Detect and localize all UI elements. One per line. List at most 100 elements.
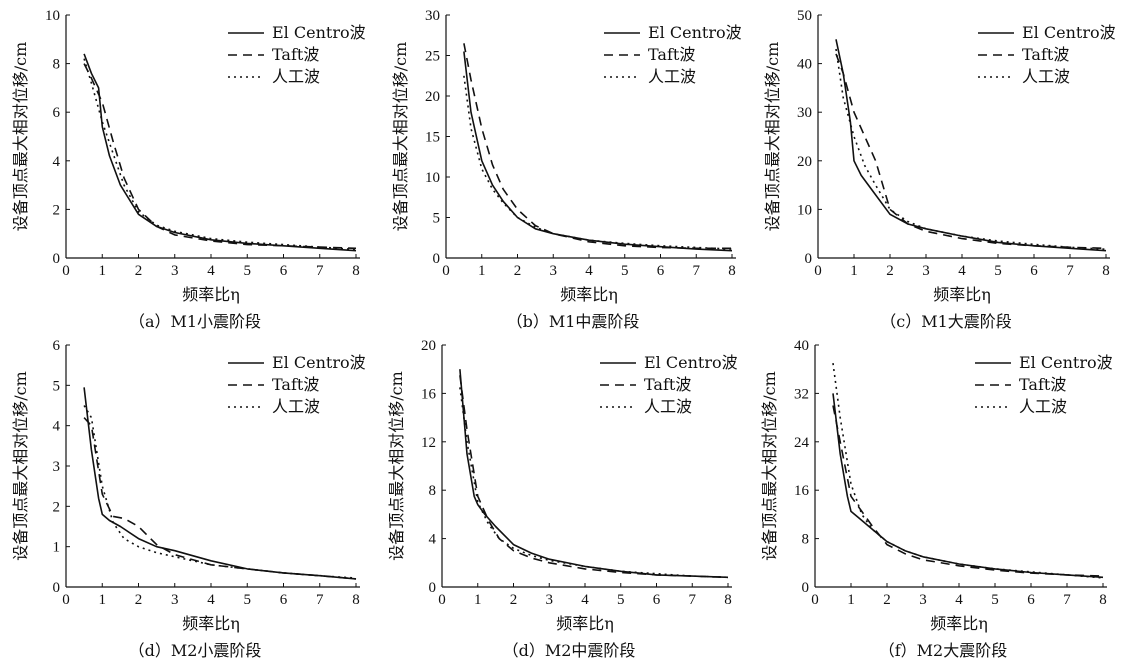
legend-label-3: 人工波 — [1022, 67, 1070, 86]
legend-label-3: 人工波 — [644, 397, 692, 416]
y-tick-label: 20 — [425, 89, 440, 105]
x-axis-label: 频率比η — [933, 285, 991, 304]
legend-label-1: El Centro波 — [644, 353, 738, 372]
y-axis-label: 设备顶点最大相对位移/cm — [760, 371, 779, 561]
x-tick-label: 8 — [352, 263, 360, 279]
x-tick-label: 1 — [850, 263, 858, 279]
y-tick-label: 0 — [805, 251, 813, 267]
y-tick-label: 10 — [797, 202, 812, 218]
x-tick-label: 5 — [994, 263, 1002, 279]
x-tick-label: 3 — [171, 263, 179, 279]
panel-caption: （b）M1中震阶段 — [507, 312, 640, 331]
y-tick-label: 16 — [794, 483, 810, 499]
x-tick-label: 2 — [886, 263, 894, 279]
y-axis-label: 设备顶点最大相对位移/cm — [763, 42, 782, 232]
y-tick-label: 0 — [53, 580, 61, 596]
x-tick-label: 8 — [728, 263, 736, 279]
x-tick-label: 5 — [244, 263, 252, 279]
x-tick-label: 3 — [550, 263, 558, 279]
x-tick-label: 0 — [814, 263, 822, 279]
series-line-2 — [832, 405, 1104, 577]
y-tick-label: 8 — [53, 57, 61, 73]
legend-label-1: El Centro波 — [1019, 353, 1113, 372]
x-tick-label: 0 — [62, 592, 70, 608]
x-tick-label: 5 — [991, 592, 999, 608]
legend-label-2: Taft波 — [272, 45, 319, 64]
y-tick-label: 20 — [797, 154, 812, 170]
y-tick-label: 5 — [53, 378, 61, 394]
series-line-1 — [459, 369, 729, 579]
y-tick-label: 6 — [53, 105, 61, 121]
chart-panel-2: 0 1 2 3 4 5 6 7 8 0 5 10 15 20 25 30 设备顶点最大相对位移/cm 频率比η （b… — [391, 8, 742, 331]
y-tick-label: 10 — [45, 8, 60, 24]
chart-panel-4: 0 1 2 3 4 5 6 7 8 0 1 2 3 4 5 6 设备顶点最大相对位移/cm 频率比η （d）M2小震… — [11, 338, 366, 660]
x-axis-label: 频率比η — [560, 285, 618, 304]
x-tick-label: 4 — [207, 592, 215, 608]
x-tick-label: 3 — [546, 592, 554, 608]
x-tick-label: 1 — [478, 263, 486, 279]
x-tick-label: 6 — [280, 592, 288, 608]
x-tick-label: 7 — [693, 263, 701, 279]
y-tick-label: 24 — [794, 435, 810, 451]
y-tick-label: 20 — [421, 338, 436, 354]
legend-label-2: Taft波 — [648, 45, 695, 64]
x-tick-label: 6 — [280, 263, 288, 279]
panel-caption: （c）M1大震阶段 — [880, 312, 1012, 331]
legend-label-2: Taft波 — [644, 375, 691, 394]
series-line-3 — [463, 75, 733, 250]
series-line-1 — [835, 39, 1107, 252]
series-line-1 — [83, 387, 357, 580]
y-tick-label: 4 — [429, 532, 437, 548]
series-line-2 — [459, 375, 729, 579]
y-tick-label: 0 — [429, 580, 437, 596]
x-tick-label: 4 — [207, 263, 215, 279]
legend-label-3: 人工波 — [1019, 397, 1067, 416]
legend-label-1: El Centro波 — [272, 23, 366, 42]
series-line-1 — [832, 393, 1104, 579]
series-line-3 — [83, 405, 357, 579]
x-tick-label: 2 — [510, 592, 518, 608]
y-tick-label: 16 — [421, 386, 437, 402]
chart-panel-1: 0 1 2 3 4 5 6 7 8 0 2 4 6 8 10 设备顶点最大相对位移/cm 频率比η （a）M1小震… — [11, 8, 366, 331]
y-tick-label: 25 — [425, 49, 440, 65]
y-tick-label: 1 — [53, 540, 61, 556]
y-axis-label: 设备顶点最大相对位移/cm — [391, 42, 410, 232]
y-axis-label: 设备顶点最大相对位移/cm — [11, 371, 30, 561]
x-tick-label: 4 — [958, 263, 966, 279]
chart-panel-6: 0 1 2 3 4 5 6 7 8 0 8 16 24 32 40 设备顶点最大相对位移/cm 频率比η （f）M… — [760, 338, 1113, 660]
series-line-2 — [835, 53, 1107, 250]
legend-label-1: El Centro波 — [1022, 23, 1116, 42]
y-tick-label: 50 — [797, 8, 812, 24]
y-tick-label: 15 — [425, 130, 440, 146]
x-tick-label: 6 — [1027, 592, 1035, 608]
y-tick-label: 2 — [53, 202, 61, 218]
x-tick-label: 2 — [514, 263, 522, 279]
x-tick-label: 5 — [244, 592, 252, 608]
legend-label-3: 人工波 — [272, 67, 320, 86]
panel-caption: （a）M1小震阶段 — [129, 312, 261, 331]
y-axis-label: 设备顶点最大相对位移/cm — [11, 42, 30, 232]
y-tick-label: 4 — [53, 154, 61, 170]
series-line-3 — [83, 58, 357, 251]
y-tick-label: 32 — [794, 386, 809, 402]
panel-caption: （d）M2小震阶段 — [129, 641, 262, 660]
x-tick-label: 5 — [617, 592, 625, 608]
y-axis-label: 设备顶点最大相对位移/cm — [387, 371, 406, 561]
x-tick-label: 7 — [689, 592, 697, 608]
x-tick-label: 3 — [171, 592, 179, 608]
x-tick-label: 4 — [955, 592, 963, 608]
x-tick-label: 1 — [99, 263, 107, 279]
x-tick-label: 7 — [316, 592, 324, 608]
x-tick-label: 8 — [724, 592, 732, 608]
x-tick-label: 7 — [1066, 263, 1074, 279]
x-axis-label: 频率比η — [930, 614, 988, 633]
legend-label-1: El Centro波 — [648, 23, 742, 42]
legend-label-3: 人工波 — [648, 67, 696, 86]
chart-panel-5: 0 1 2 3 4 5 6 7 8048121620设备顶点最大相对位移/cm频率比η（d）M2… — [387, 338, 738, 660]
y-tick-label: 12 — [421, 435, 436, 451]
y-tick-label: 10 — [425, 170, 440, 186]
x-axis-label: 频率比η — [182, 614, 240, 633]
y-tick-label: 40 — [797, 57, 812, 73]
x-tick-label: 6 — [657, 263, 665, 279]
